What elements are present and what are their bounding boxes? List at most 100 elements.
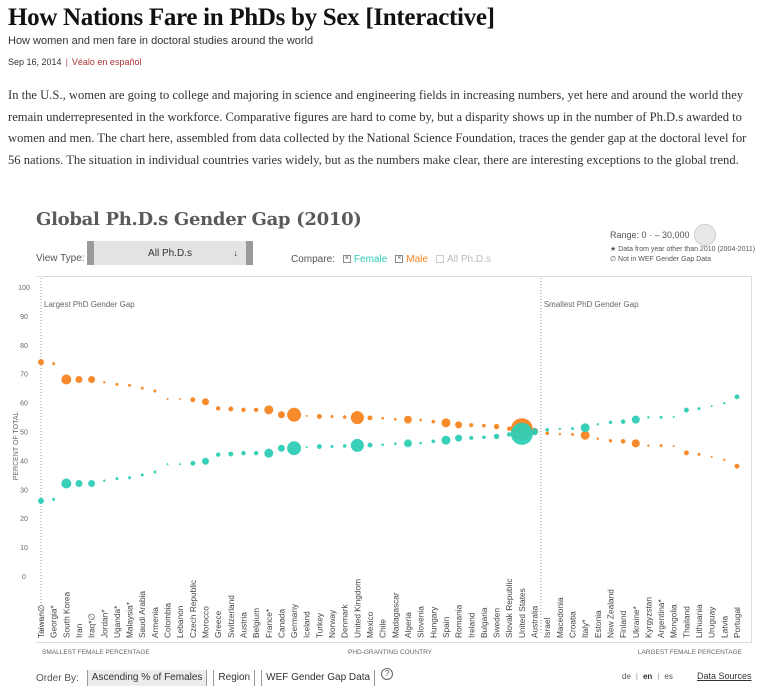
female-bubble[interactable]	[394, 442, 397, 445]
male-bubble[interactable]	[75, 376, 83, 383]
female-bubble[interactable]	[166, 463, 169, 466]
male-bubble[interactable]	[253, 407, 259, 413]
spanish-version-link[interactable]: Véalo en español	[71, 57, 142, 67]
male-bubble[interactable]	[441, 418, 451, 428]
female-bubble[interactable]	[710, 405, 713, 408]
male-bubble[interactable]	[115, 382, 119, 386]
male-bubble[interactable]	[342, 415, 347, 419]
male-bubble[interactable]	[631, 439, 640, 448]
female-bubble[interactable]	[179, 463, 182, 466]
female-bubble[interactable]	[672, 416, 675, 419]
female-bubble[interactable]	[580, 423, 590, 433]
male-bubble[interactable]	[287, 407, 302, 422]
male-bubble[interactable]	[153, 389, 157, 393]
compare-female[interactable]: × Female	[342, 254, 388, 265]
male-bubble[interactable]	[128, 383, 132, 387]
female-bubble[interactable]	[61, 478, 72, 489]
checkbox-icon[interactable]	[435, 255, 444, 264]
female-bubble[interactable]	[647, 416, 650, 419]
male-bubble[interactable]	[697, 452, 701, 456]
female-bubble[interactable]	[342, 444, 347, 448]
female-bubble[interactable]	[153, 470, 157, 474]
female-bubble[interactable]	[469, 435, 474, 440]
female-bubble[interactable]	[734, 394, 740, 400]
female-bubble[interactable]	[558, 427, 562, 431]
female-bubble[interactable]	[75, 480, 83, 487]
female-bubble[interactable]	[620, 419, 626, 424]
male-bubble[interactable]	[61, 374, 72, 385]
compare-male[interactable]: × Male	[395, 254, 428, 265]
female-bubble[interactable]	[441, 435, 451, 445]
lang-en[interactable]: en	[642, 672, 653, 681]
male-bubble[interactable]	[330, 414, 334, 418]
male-bubble[interactable]	[394, 418, 397, 421]
male-bubble[interactable]	[723, 458, 726, 462]
data-sources-link[interactable]: Data Sources	[697, 671, 752, 681]
male-bubble[interactable]	[52, 362, 56, 366]
male-bubble[interactable]	[179, 397, 182, 400]
male-bubble[interactable]	[734, 463, 740, 469]
female-bubble[interactable]	[38, 497, 44, 504]
male-bubble[interactable]	[558, 432, 562, 436]
male-bubble[interactable]	[103, 381, 106, 384]
male-bubble[interactable]	[316, 414, 322, 419]
female-bubble[interactable]	[253, 450, 259, 456]
female-bubble[interactable]	[128, 476, 132, 480]
female-bubble[interactable]	[455, 434, 463, 442]
male-bubble[interactable]	[381, 416, 384, 420]
male-bubble[interactable]	[672, 444, 675, 447]
female-bubble[interactable]	[215, 452, 221, 457]
male-bubble[interactable]	[367, 415, 373, 421]
compare-all-phds[interactable]: All Ph.D.s	[435, 254, 491, 265]
male-bubble[interactable]	[608, 439, 613, 443]
order-wef-button[interactable]: WEF Gender Gap Data	[261, 670, 376, 686]
female-bubble[interactable]	[659, 415, 663, 419]
female-bubble[interactable]	[241, 450, 246, 456]
female-bubble[interactable]	[287, 441, 302, 456]
female-bubble[interactable]	[531, 428, 539, 436]
female-bubble[interactable]	[103, 479, 106, 482]
male-bubble[interactable]	[493, 423, 500, 430]
male-bubble[interactable]	[38, 359, 44, 366]
female-bubble[interactable]	[367, 442, 373, 448]
male-bubble[interactable]	[350, 411, 364, 425]
order-ascending-females-button[interactable]: Ascending % of Females	[86, 670, 208, 686]
male-bubble[interactable]	[571, 432, 574, 436]
male-bubble[interactable]	[580, 430, 590, 440]
female-bubble[interactable]	[277, 444, 285, 452]
order-region-button[interactable]: Region	[213, 670, 256, 686]
male-bubble[interactable]	[264, 405, 274, 415]
male-bubble[interactable]	[166, 397, 169, 400]
checkbox-icon[interactable]: ×	[342, 255, 351, 264]
lang-es[interactable]: es	[664, 672, 673, 681]
male-bubble[interactable]	[620, 439, 626, 444]
female-bubble[interactable]	[202, 457, 209, 465]
female-bubble[interactable]	[571, 427, 574, 431]
male-bubble[interactable]	[419, 418, 422, 422]
male-bubble[interactable]	[455, 421, 463, 429]
female-bubble[interactable]	[305, 446, 308, 449]
female-bubble[interactable]	[493, 433, 500, 440]
female-bubble[interactable]	[140, 473, 144, 477]
female-bubble[interactable]	[506, 432, 512, 437]
female-bubble[interactable]	[482, 435, 486, 440]
male-bubble[interactable]	[482, 423, 486, 428]
female-bubble[interactable]	[683, 407, 689, 413]
female-bubble[interactable]	[52, 497, 56, 501]
male-bubble[interactable]	[545, 431, 549, 436]
female-bubble[interactable]	[545, 427, 549, 432]
male-bubble[interactable]	[683, 450, 689, 456]
male-bubble[interactable]	[277, 411, 285, 419]
male-bubble[interactable]	[647, 444, 650, 447]
female-bubble[interactable]	[723, 401, 726, 405]
male-bubble[interactable]	[241, 407, 246, 413]
lang-de[interactable]: de	[622, 672, 631, 681]
female-bubble[interactable]	[115, 477, 119, 481]
female-bubble[interactable]	[419, 441, 422, 445]
checkbox-icon[interactable]: ×	[395, 255, 404, 264]
male-bubble[interactable]	[88, 376, 96, 383]
female-bubble[interactable]	[190, 460, 196, 466]
female-bubble[interactable]	[631, 415, 640, 424]
female-bubble[interactable]	[350, 438, 364, 452]
female-bubble[interactable]	[697, 407, 701, 411]
